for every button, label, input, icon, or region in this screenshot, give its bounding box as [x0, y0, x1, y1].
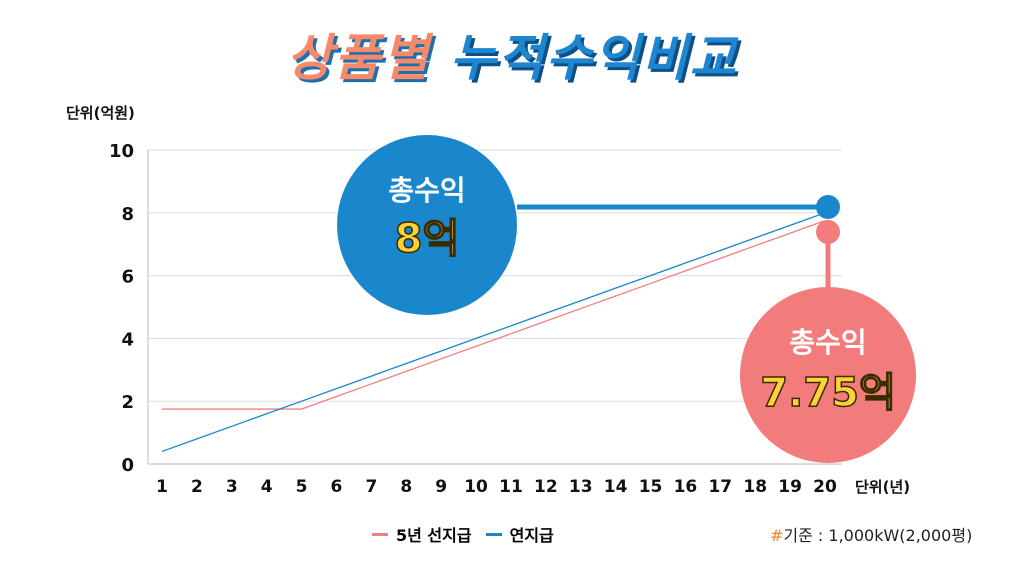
x-tick-label: 19: [778, 477, 802, 497]
series-line-prepay: [162, 220, 826, 410]
legend-label-prepay: 5년 선지급: [396, 526, 472, 545]
x-tick-label: 12: [534, 477, 558, 497]
x-tick-label: 11: [499, 477, 523, 497]
x-tick-label: 13: [569, 477, 593, 497]
x-tick-label: 8: [400, 477, 412, 497]
x-unit-label: 단위(년): [855, 478, 911, 496]
y-tick-label: 0: [121, 455, 134, 476]
x-tick-label: 17: [708, 477, 732, 497]
title-part1: 상품별: [286, 29, 431, 87]
callout-label-prepay: 총수익: [789, 326, 866, 359]
callout-value-prepay: 7.75억: [760, 370, 896, 416]
series-line-annual: [161, 212, 826, 453]
x-tick-label: 4: [261, 477, 273, 497]
legend-label-annual: 연지급: [509, 526, 554, 545]
callout-dot-prepay: [816, 220, 840, 244]
y-tick-label: 8: [121, 204, 134, 225]
legend-swatch-prepay: [372, 532, 388, 536]
x-tick-label: 16: [674, 477, 698, 497]
x-tick-label: 9: [435, 477, 447, 497]
legend-swatch-annual: [485, 532, 502, 536]
y-tick-label: 6: [121, 267, 134, 288]
y-tick-label: 10: [109, 141, 134, 162]
x-tick-label: 15: [639, 477, 663, 497]
callout-circle-annual: [337, 135, 517, 315]
basis-note: #기준 : 1,000kW(2,000평): [770, 522, 972, 546]
x-tick-label: 7: [365, 477, 377, 497]
x-tick-label: 18: [743, 477, 767, 497]
callout-label-annual: 총수익: [388, 174, 465, 207]
x-tick-label: 3: [226, 477, 238, 497]
x-tick-label: 14: [604, 477, 628, 497]
x-tick-label: 5: [296, 477, 308, 497]
callout-dot-annual: [816, 195, 840, 219]
callout-circle-prepay: [740, 287, 916, 463]
x-tick-label: 10: [464, 477, 488, 497]
x-tick-label: 2: [191, 477, 203, 497]
basis-text: 기준 : 1,000kW(2,000평): [783, 526, 973, 545]
chart-title: 상품별 누적수익비교: [0, 18, 1024, 90]
callout-value-annual: 8억: [395, 216, 460, 262]
x-tick-label: 20: [813, 477, 837, 497]
hash-mark: #: [770, 526, 784, 545]
x-tick-label: 1: [156, 477, 168, 497]
x-tick-label: 6: [331, 477, 343, 497]
legend: 5년 선지급 연지급: [372, 522, 554, 546]
y-tick-label: 2: [121, 392, 134, 413]
y-tick-label: 4: [121, 329, 134, 350]
title-part2: 누적수익비교: [449, 29, 738, 87]
y-unit-label: 단위(억원): [66, 104, 135, 122]
